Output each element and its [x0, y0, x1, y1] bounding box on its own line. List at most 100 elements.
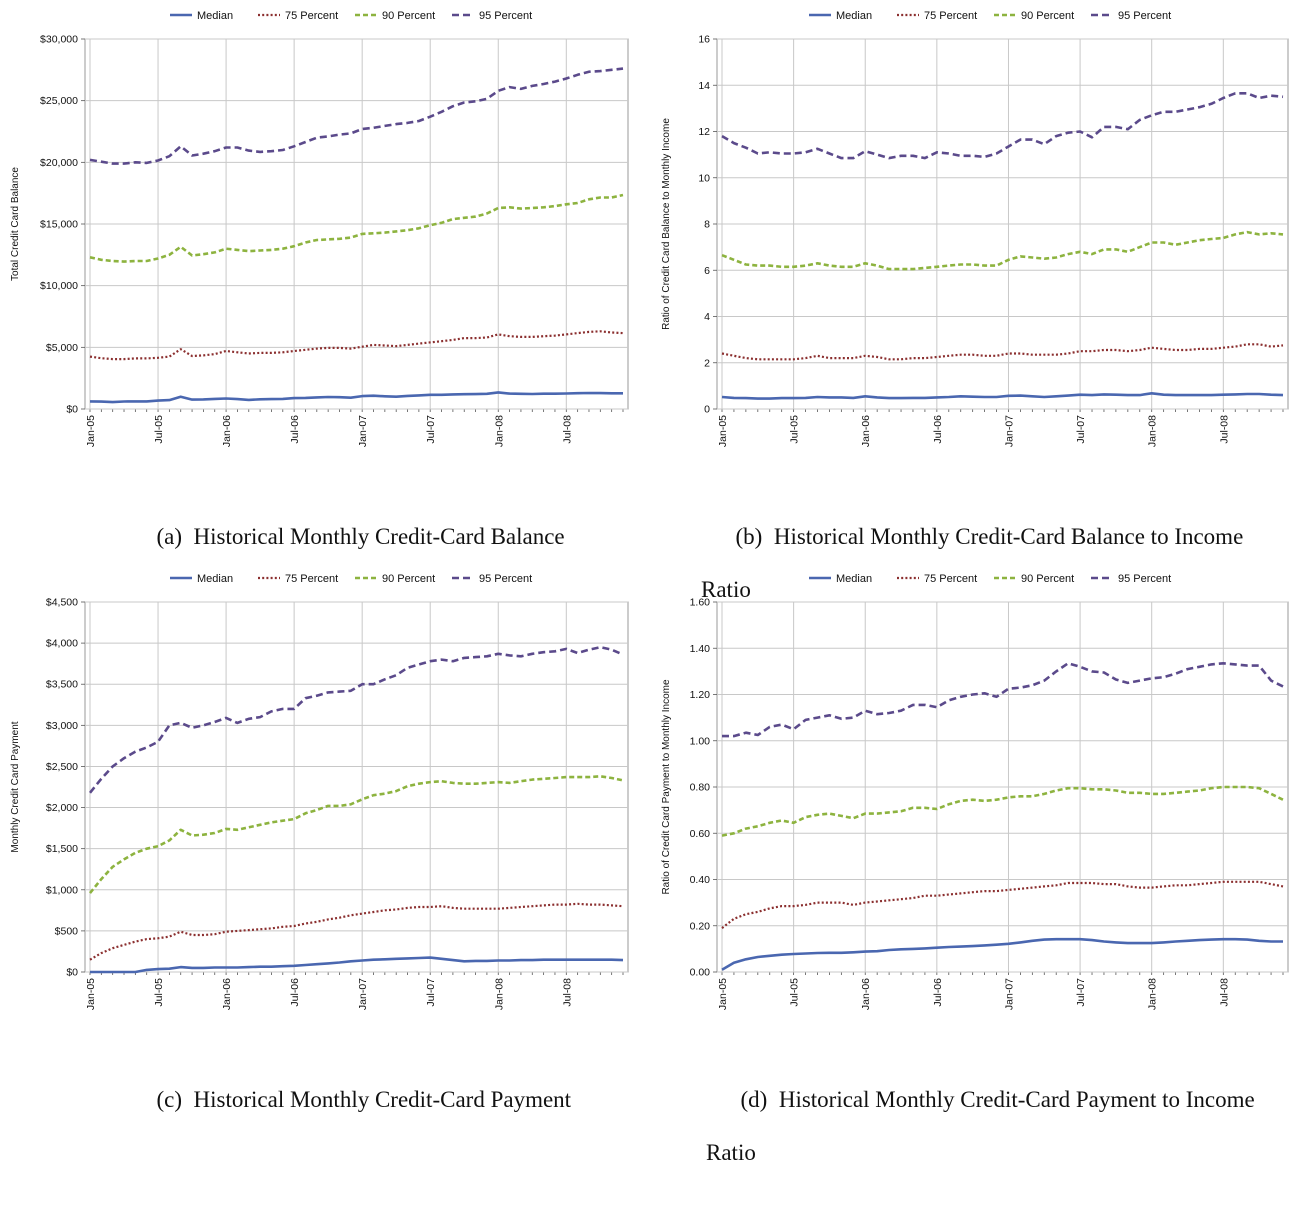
legend-label: 90 Percent — [1021, 573, 1074, 585]
caption-text: Historical Monthly Credit-Card Balance t… — [701, 524, 1244, 602]
y-tick-label: $20,000 — [40, 157, 78, 169]
y-tick-label: 12 — [698, 126, 710, 138]
y-tick-label: $5,000 — [46, 342, 78, 354]
y-axis-title: Total Credit Card Balance — [10, 167, 21, 281]
y-tick-label: 1.20 — [690, 689, 711, 701]
series-line-3 — [721, 785, 1284, 837]
x-tick-label: Jan-06 — [860, 415, 872, 447]
y-tick-label: $30,000 — [40, 34, 78, 46]
caption-payment: (c) Historical Monthly Credit-Card Payme… — [122, 1020, 642, 1179]
y-tick-label: $2,000 — [46, 802, 78, 814]
x-tick-label: Jul-05 — [153, 415, 165, 444]
y-axis-title: Ratio of Credit Card Payment to Monthly … — [661, 679, 672, 895]
y-tick-label: $3,000 — [46, 720, 78, 732]
y-tick-label: 1.00 — [690, 735, 711, 747]
x-tick-label: Jan-07 — [357, 978, 369, 1010]
x-tick-label: Jan-07 — [1003, 415, 1015, 447]
balance-chart: Jan-05 Jul-05 Jan-06 Jul-06 Jan-07 Jul-07 Jan-… — [10, 10, 629, 447]
x-tick-label: Jan-08 — [1147, 978, 1159, 1010]
legend-label: 90 Percent — [382, 10, 435, 22]
y-tick-label: 0 — [704, 404, 710, 416]
y-tick-label: 2 — [704, 357, 710, 369]
x-tick-label: Jul-06 — [932, 415, 944, 444]
x-tick-label: Jul-05 — [153, 978, 165, 1007]
series-line-2 — [89, 902, 624, 961]
x-tick-label: Jan-05 — [85, 415, 97, 447]
y-axis-title: Ratio of Credit Card Balance to Monthly … — [661, 118, 672, 330]
y-tick-label: $4,500 — [46, 597, 78, 609]
series-line-1 — [721, 937, 1283, 971]
legend-label: Median — [197, 10, 233, 22]
x-tick-label: Jan-05 — [717, 978, 729, 1010]
y-tick-label: $4,000 — [46, 638, 78, 650]
caption-text: Historical Monthly Credit-Card Balance — [193, 524, 565, 549]
y-tick-label: $25,000 — [40, 95, 78, 107]
y-tick-label: 0.80 — [690, 782, 711, 794]
y-tick-label: $2,500 — [46, 761, 78, 773]
x-tick-label: Jul-08 — [561, 978, 573, 1007]
series-line-4 — [88, 645, 624, 794]
payment-ratio-chart: Jan-05 Jul-05 Jan-06 Jul-06 Jan-07 Jul-07 Jan-… — [661, 573, 1289, 1010]
legend-label: 90 Percent — [382, 573, 435, 585]
y-tick-label: $0 — [66, 404, 78, 416]
x-tick-label: Jan-07 — [357, 415, 369, 447]
legend-label: 95 Percent — [1118, 10, 1171, 22]
balance-ratio-chart: Jan-05 Jul-05 Jan-06 Jul-06 Jan-07 Jul-07 Jan-… — [661, 10, 1289, 447]
x-tick-label: Jul-08 — [1218, 415, 1230, 444]
caption-balance: (a) Historical Monthly Credit-Card Balan… — [122, 457, 642, 616]
x-tick-label: Jul-07 — [1075, 415, 1087, 444]
y-tick-label: 0.20 — [690, 920, 711, 932]
series-line-3 — [89, 193, 624, 263]
caption-balance-ratio: (b) Historical Monthly Credit-Card Balan… — [701, 457, 1301, 669]
series-line-3 — [721, 230, 1284, 271]
legend-label: Median — [836, 573, 872, 585]
series-line-2 — [89, 330, 624, 361]
legend-label: 75 Percent — [924, 10, 977, 22]
y-tick-label: 8 — [704, 219, 710, 231]
x-tick-label: Jul-07 — [425, 415, 437, 444]
x-tick-label: Jan-05 — [85, 978, 97, 1010]
series-line-1 — [721, 391, 1284, 400]
y-tick-label: 14 — [698, 80, 710, 92]
legend-label: 95 Percent — [479, 10, 532, 22]
x-tick-label: Jan-08 — [493, 978, 505, 1010]
x-tick-label: Jan-05 — [717, 415, 729, 447]
y-tick-label: 1.60 — [690, 597, 711, 609]
x-tick-label: Jan-07 — [1003, 978, 1015, 1010]
y-tick-label: 0.40 — [690, 874, 711, 886]
y-tick-label: $1,000 — [46, 884, 78, 896]
legend-label: 90 Percent — [1021, 10, 1074, 22]
caption-text: Historical Monthly Credit-Card Payment t… — [706, 1087, 1255, 1165]
y-tick-label: 16 — [698, 34, 710, 46]
legend-label: Median — [836, 10, 872, 22]
legend-label: 95 Percent — [479, 573, 532, 585]
x-tick-label: Jul-08 — [561, 415, 573, 444]
payment-chart: Jan-05 Jul-05 Jan-06 Jul-06 Jan-07 Jul-07 Jan-… — [10, 573, 629, 1010]
legend-label: Median — [197, 573, 233, 585]
x-tick-label: Jan-08 — [1147, 415, 1159, 447]
y-tick-label: 4 — [704, 311, 710, 323]
legend-label: 75 Percent — [924, 573, 977, 585]
x-tick-label: Jul-07 — [1075, 978, 1087, 1007]
x-tick-label: Jul-06 — [932, 978, 944, 1007]
series-line-3 — [88, 775, 624, 894]
y-tick-label: 6 — [704, 265, 710, 277]
legend-label: 75 Percent — [285, 10, 338, 22]
y-tick-label: $3,500 — [46, 679, 78, 691]
x-tick-label: Jul-07 — [425, 978, 437, 1007]
x-tick-label: Jan-06 — [221, 415, 233, 447]
x-tick-label: Jul-06 — [289, 978, 301, 1007]
y-tick-label: $1,500 — [46, 843, 78, 855]
caption-label: (b) — [735, 524, 763, 549]
x-tick-label: Jan-06 — [221, 978, 233, 1010]
x-tick-label: Jul-06 — [289, 415, 301, 444]
y-tick-label: 1.40 — [690, 643, 711, 655]
series-line-2 — [721, 880, 1284, 929]
caption-text: Historical Monthly Credit-Card Payment — [193, 1087, 572, 1112]
x-tick-label: Jul-05 — [789, 978, 801, 1007]
y-tick-label: 0.00 — [690, 967, 711, 979]
y-tick-label: 10 — [698, 172, 710, 184]
chart-panel-payment: Jan-05 Jul-05 Jan-06 Jul-06 Jan-07 Jul-07 Jan-… — [0, 563, 651, 1115]
figure-grid: Jan-05 Jul-05 Jan-06 Jul-06 Jan-07 Jul-07 Jan-… — [10, 10, 1301, 1165]
chart-panel-payment-ratio: Jan-05 Jul-05 Jan-06 Jul-06 Jan-07 Jul-07 Jan-… — [651, 563, 1302, 1165]
